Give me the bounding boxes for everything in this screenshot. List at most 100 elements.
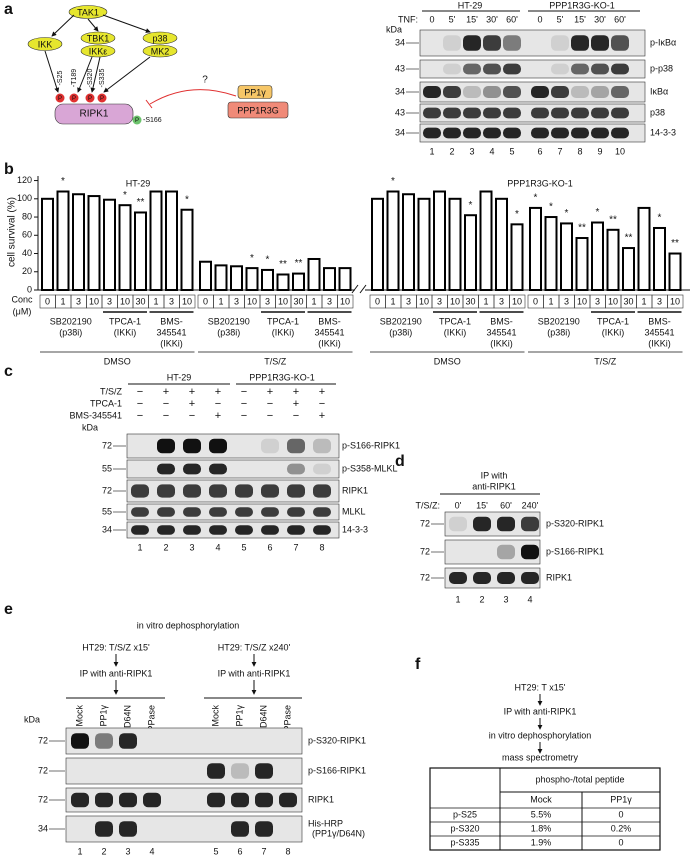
significance: *: [61, 176, 65, 187]
band: [209, 507, 227, 517]
label: p-S320-RIPK1: [308, 735, 366, 745]
band: [423, 127, 441, 139]
x-tick-label: 30: [293, 296, 303, 306]
drug-label: (p38i): [59, 327, 82, 337]
label: p-S166-RIPK1: [308, 765, 366, 775]
bar: [371, 197, 384, 291]
drug-label: SB202190: [538, 316, 580, 326]
panel-label: d: [395, 453, 405, 470]
node-box: [27, 37, 63, 51]
node-label: IKKε: [89, 46, 108, 56]
node-box: [80, 44, 116, 58]
x-tick-label: 0: [45, 296, 50, 306]
label: p-S166-RIPK1: [342, 440, 400, 450]
drug-label: TPCA-1: [109, 316, 141, 326]
band: [131, 484, 149, 498]
bar: [417, 197, 431, 291]
label: 60': [500, 500, 512, 510]
phospho-dot: [55, 93, 65, 103]
lane-number: 5: [509, 146, 514, 156]
x-tick-label: 10: [608, 296, 618, 306]
y-tick-label: 80: [22, 211, 32, 221]
bar: [165, 190, 178, 291]
label: 15': [466, 14, 478, 24]
rule: [51, 14, 75, 37]
significance: **: [609, 214, 617, 225]
band: [463, 63, 481, 75]
label: Mock: [530, 794, 552, 804]
bar: [276, 273, 290, 292]
node-box: [54, 103, 134, 125]
band: [95, 821, 113, 837]
band: [551, 86, 569, 98]
significance: **: [671, 238, 679, 249]
label: RIPK1: [308, 794, 334, 804]
band: [591, 63, 609, 75]
band: [551, 35, 569, 51]
sign: +: [189, 386, 195, 398]
drug-label: (IKKi): [444, 327, 467, 337]
drug-label: (IKKi): [114, 327, 137, 337]
node-box: [227, 101, 289, 119]
significance: *: [565, 208, 569, 219]
band: [235, 525, 253, 535]
bar: [479, 190, 493, 291]
x-tick-label: 10: [120, 296, 130, 306]
band: [287, 438, 305, 454]
x-tick-label: 10: [450, 296, 460, 306]
band: [157, 438, 175, 454]
node-label: PP1γ: [244, 87, 266, 97]
label: p-S320-RIPK1: [546, 518, 604, 528]
lane-number: 3: [125, 846, 130, 856]
bar: [591, 221, 604, 291]
band: [255, 821, 273, 837]
band: [443, 63, 461, 75]
label: His-HRP: [308, 818, 343, 828]
sign: −: [137, 410, 143, 422]
lane-number: 6: [267, 542, 272, 552]
lane-number: 2: [163, 542, 168, 552]
site-label: -S320: [87, 69, 94, 88]
table-cell: p-S335: [450, 837, 479, 847]
sign: +: [319, 386, 325, 398]
lane-number: 7: [557, 146, 562, 156]
x-tick-label: 10: [340, 296, 350, 306]
site-label: -S166: [143, 117, 162, 124]
lane-number: 2: [479, 594, 484, 604]
treatment-label: Mock: [210, 705, 220, 727]
band: [183, 463, 201, 475]
band: [551, 63, 569, 75]
bar: [495, 197, 508, 291]
bar: [230, 265, 243, 291]
bar: [575, 237, 589, 292]
x-tick-label: 3: [657, 296, 662, 306]
table-frame: [429, 767, 661, 851]
band: [611, 107, 629, 119]
band: [497, 572, 515, 584]
table-cell: 0: [618, 809, 623, 819]
x-tick-label: 10: [419, 296, 429, 306]
lane-number: 1: [429, 146, 434, 156]
label: RIPK1: [546, 572, 572, 582]
band: [313, 525, 331, 535]
band: [287, 507, 305, 517]
blot: [444, 567, 541, 589]
conc-cell: [179, 294, 196, 309]
band: [531, 86, 549, 98]
significance: *: [596, 207, 600, 218]
drug-label: SB202190: [50, 316, 92, 326]
band: [483, 63, 501, 75]
sign: +: [215, 410, 221, 422]
lane-number: 2: [449, 146, 454, 156]
sign: −: [215, 398, 221, 410]
treatment-label: λPPase: [282, 705, 292, 736]
rule: [90, 56, 101, 93]
group-title: HT-29: [126, 178, 151, 188]
drug-label: (p38i): [217, 327, 240, 337]
band: [209, 463, 227, 475]
table-cell: p-S25: [453, 809, 477, 819]
bar: [307, 257, 321, 292]
bar: [402, 193, 415, 292]
label: PP1γ: [610, 794, 632, 804]
vehicle-label: DMSO: [434, 356, 461, 366]
